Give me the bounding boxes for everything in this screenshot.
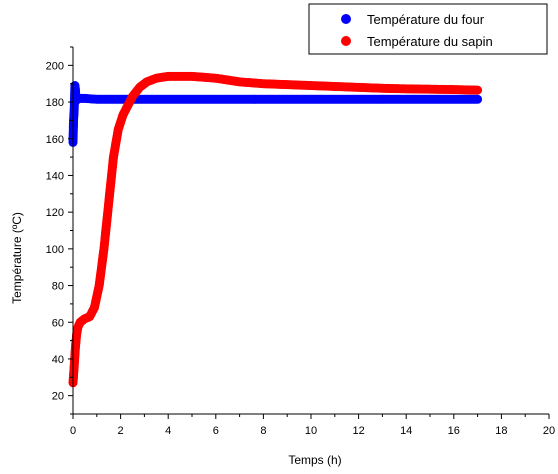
y-tick-label: 160: [46, 134, 64, 146]
legend-marker-sapin: [341, 36, 351, 46]
legend-marker-four: [341, 14, 351, 24]
y-axis-ticks: 20 40 60 80 100 120 140 160 180 200: [46, 46, 73, 415]
y-tick-label: 80: [52, 281, 64, 293]
legend-box: [308, 3, 548, 55]
x-tick-label: 10: [305, 425, 317, 437]
y-tick-label: 120: [46, 207, 64, 219]
data-point: [473, 94, 483, 104]
y-tick-label: 20: [52, 391, 64, 403]
y-tick-label: 140: [46, 170, 64, 182]
x-tick-label: 4: [165, 425, 171, 437]
x-tick-label: 8: [260, 425, 266, 437]
series-layer: [68, 71, 483, 388]
x-tick-label: 16: [448, 425, 460, 437]
y-tick-label: 100: [46, 244, 64, 256]
x-tick-label: 20: [543, 425, 555, 437]
x-tick-label: 14: [400, 425, 412, 437]
legend-label-four: Température du four: [367, 12, 485, 27]
x-tick-label: 18: [495, 425, 507, 437]
legend: Température du four Température du sapin: [308, 3, 548, 55]
data-point: [473, 85, 483, 95]
y-axis-label: Température (ºC): [10, 212, 24, 304]
x-tick-label: 0: [70, 425, 76, 437]
x-tick-label: 6: [213, 425, 219, 437]
x-tick-label: 12: [352, 425, 364, 437]
y-tick-label: 40: [52, 354, 64, 366]
y-tick-label: 180: [46, 97, 64, 109]
x-tick-label: 2: [118, 425, 124, 437]
y-tick-label: 60: [52, 317, 64, 329]
x-axis-ticks: 0 2 4 6 8 10 12 14 16 18 20: [70, 414, 555, 437]
series-1: [68, 71, 483, 388]
legend-label-sapin: Température du sapin: [367, 34, 493, 49]
x-axis-label: Temps (h): [288, 453, 341, 467]
y-tick-label: 200: [46, 60, 64, 72]
plot-area: 0 2 4 6 8 10 12 14 16 18 20 20 40 60 80 100 120 140 160 18…: [46, 46, 555, 437]
